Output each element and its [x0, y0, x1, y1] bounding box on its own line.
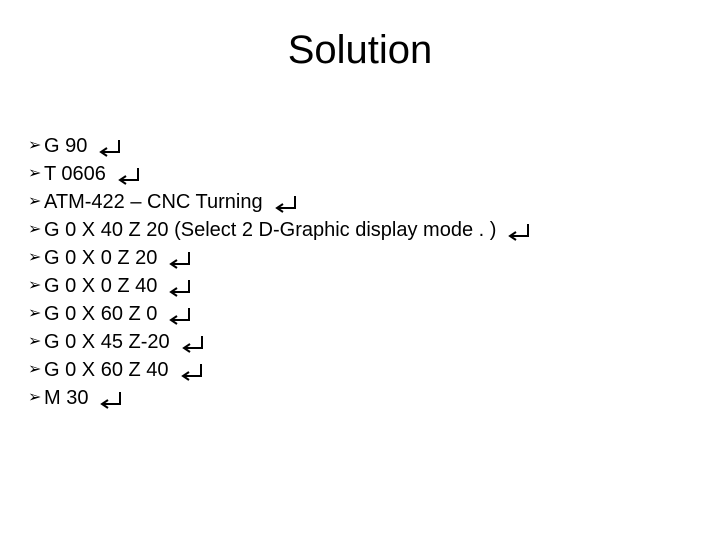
enter-icon: [273, 194, 299, 214]
enter-icon: [116, 166, 142, 186]
bullet-icon: ➢: [28, 244, 44, 272]
slide: Solution ➢G 90 ➢T 0606 ➢ATM-422 – CNC Tu…: [0, 0, 720, 540]
bullet-icon: ➢: [28, 272, 44, 300]
bullet-icon: ➢: [28, 160, 44, 188]
list-item-text: G 0 X 45 Z-20: [44, 328, 170, 356]
enter-icon: [167, 278, 193, 298]
list-item-text: G 0 X 0 Z 20: [44, 244, 157, 272]
list-item-text: M 30: [44, 384, 88, 412]
enter-icon: [97, 138, 123, 158]
enter-icon: [179, 362, 205, 382]
list-item: ➢G 0 X 0 Z 40: [28, 272, 692, 300]
list-item: ➢ATM-422 – CNC Turning: [28, 188, 692, 216]
bullet-icon: ➢: [28, 328, 44, 356]
bullet-icon: ➢: [28, 356, 44, 384]
list-item: ➢G 0 X 0 Z 20: [28, 244, 692, 272]
page-title: Solution: [0, 28, 720, 73]
code-list: ➢G 90 ➢T 0606 ➢ATM-422 – CNC Turning ➢G …: [28, 132, 692, 412]
list-item-text: G 0 X 0 Z 40: [44, 272, 157, 300]
enter-icon: [180, 334, 206, 354]
list-item-text: G 90: [44, 132, 87, 160]
bullet-icon: ➢: [28, 216, 44, 244]
list-item-text: G 0 X 40 Z 20 (Select 2 D-Graphic displa…: [44, 216, 496, 244]
list-item-text: T 0606: [44, 160, 106, 188]
bullet-icon: ➢: [28, 188, 44, 216]
list-item: ➢M 30: [28, 384, 692, 412]
list-item-text: G 0 X 60 Z 40: [44, 356, 169, 384]
list-item-text: G 0 X 60 Z 0: [44, 300, 157, 328]
bullet-icon: ➢: [28, 132, 44, 160]
enter-icon: [98, 390, 124, 410]
list-item: ➢G 0 X 60 Z 40: [28, 356, 692, 384]
enter-icon: [167, 306, 193, 326]
enter-icon: [506, 222, 532, 242]
list-item: ➢G 0 X 45 Z-20: [28, 328, 692, 356]
list-item: ➢G 90: [28, 132, 692, 160]
list-item: ➢G 0 X 40 Z 20 (Select 2 D-Graphic displ…: [28, 216, 692, 244]
bullet-icon: ➢: [28, 384, 44, 412]
list-item-text: ATM-422 – CNC Turning: [44, 188, 263, 216]
enter-icon: [167, 250, 193, 270]
bullet-icon: ➢: [28, 300, 44, 328]
list-item: ➢G 0 X 60 Z 0: [28, 300, 692, 328]
list-item: ➢T 0606: [28, 160, 692, 188]
